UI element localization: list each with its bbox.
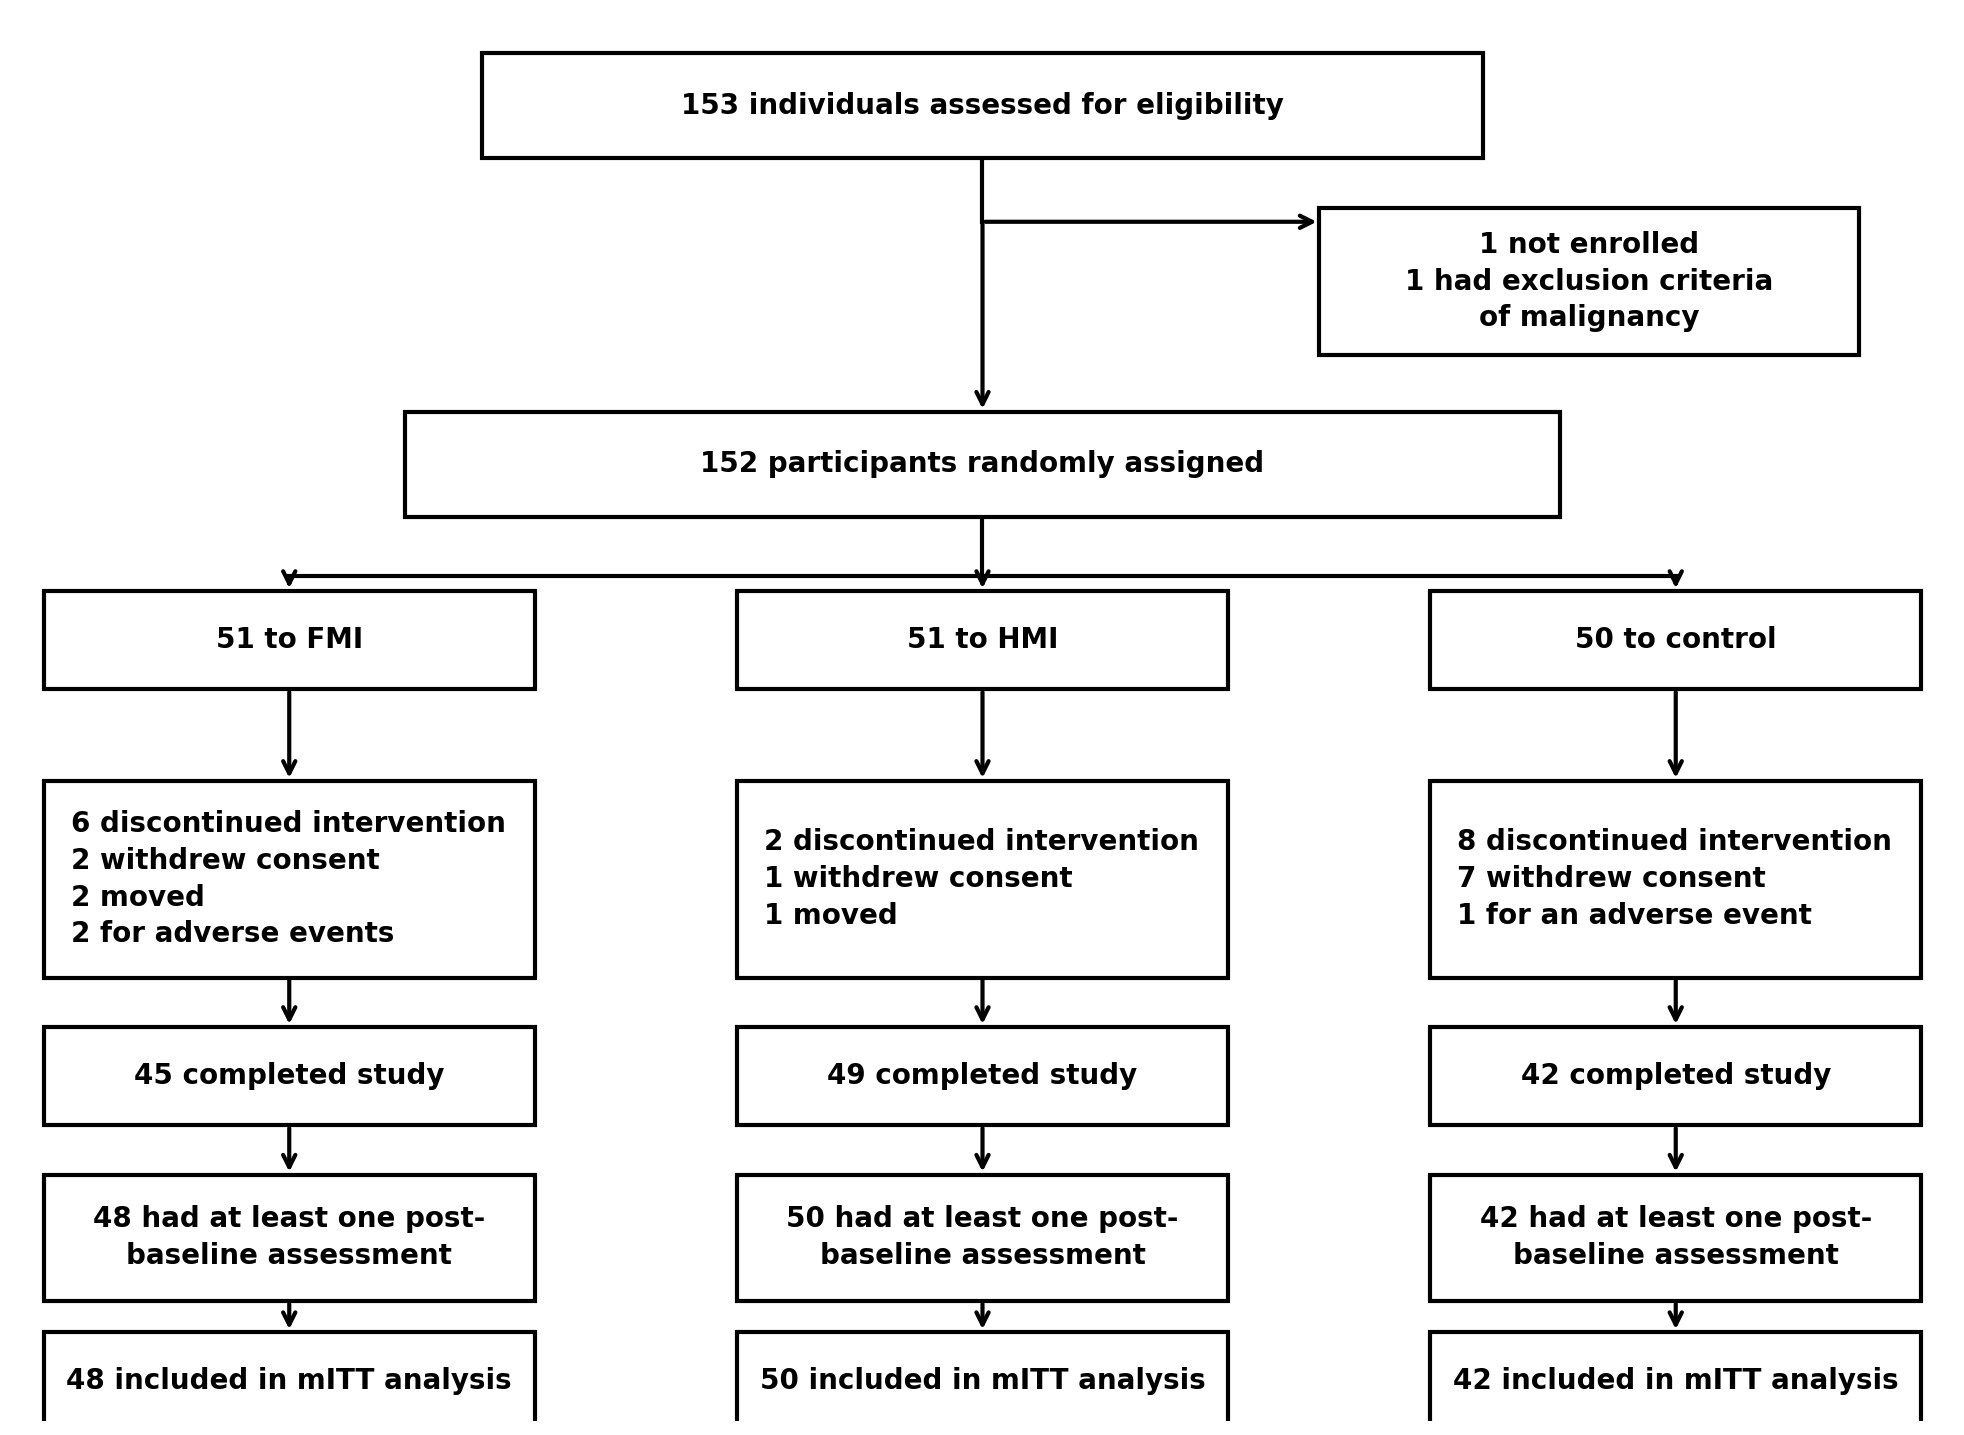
FancyBboxPatch shape (1430, 1174, 1921, 1302)
FancyBboxPatch shape (736, 781, 1228, 977)
Text: 49 completed study: 49 completed study (827, 1062, 1137, 1091)
FancyBboxPatch shape (736, 1027, 1228, 1125)
Text: 6 discontinued intervention
2 withdrew consent
2 moved
2 for adverse events: 6 discontinued intervention 2 withdrew c… (71, 809, 505, 949)
Text: 50 had at least one post-
baseline assessment: 50 had at least one post- baseline asses… (786, 1205, 1178, 1270)
FancyBboxPatch shape (736, 1174, 1228, 1302)
Text: 42 completed study: 42 completed study (1520, 1062, 1830, 1091)
Text: 48 included in mITT analysis: 48 included in mITT analysis (67, 1368, 513, 1395)
Text: 8 discontinued intervention
7 withdrew consent
1 for an adverse event: 8 discontinued intervention 7 withdrew c… (1457, 828, 1891, 930)
FancyBboxPatch shape (43, 591, 534, 689)
FancyBboxPatch shape (1320, 208, 1858, 356)
FancyBboxPatch shape (736, 591, 1228, 689)
Text: 45 completed study: 45 completed study (134, 1062, 444, 1091)
FancyBboxPatch shape (1430, 1332, 1921, 1431)
FancyBboxPatch shape (1430, 591, 1921, 689)
FancyBboxPatch shape (1430, 781, 1921, 977)
Text: 1 not enrolled
1 had exclusion criteria
of malignancy: 1 not enrolled 1 had exclusion criteria … (1404, 231, 1772, 333)
FancyBboxPatch shape (43, 1027, 534, 1125)
Text: 153 individuals assessed for eligibility: 153 individuals assessed for eligibility (682, 92, 1282, 119)
Text: 48 had at least one post-
baseline assessment: 48 had at least one post- baseline asses… (92, 1205, 485, 1270)
Text: 2 discontinued intervention
1 withdrew consent
1 moved: 2 discontinued intervention 1 withdrew c… (764, 828, 1198, 930)
Text: 42 had at least one post-
baseline assessment: 42 had at least one post- baseline asses… (1479, 1205, 1872, 1270)
FancyBboxPatch shape (405, 412, 1559, 517)
Text: 152 participants randomly assigned: 152 participants randomly assigned (699, 451, 1265, 478)
FancyBboxPatch shape (736, 1332, 1228, 1431)
Text: 50 included in mITT analysis: 50 included in mITT analysis (760, 1368, 1204, 1395)
Text: 51 to FMI: 51 to FMI (216, 626, 363, 654)
FancyBboxPatch shape (481, 53, 1483, 158)
FancyBboxPatch shape (43, 781, 534, 977)
FancyBboxPatch shape (43, 1174, 534, 1302)
FancyBboxPatch shape (43, 1332, 534, 1431)
Text: 51 to HMI: 51 to HMI (905, 626, 1059, 654)
Text: 50 to control: 50 to control (1573, 626, 1775, 654)
Text: 42 included in mITT analysis: 42 included in mITT analysis (1451, 1368, 1897, 1395)
FancyBboxPatch shape (1430, 1027, 1921, 1125)
